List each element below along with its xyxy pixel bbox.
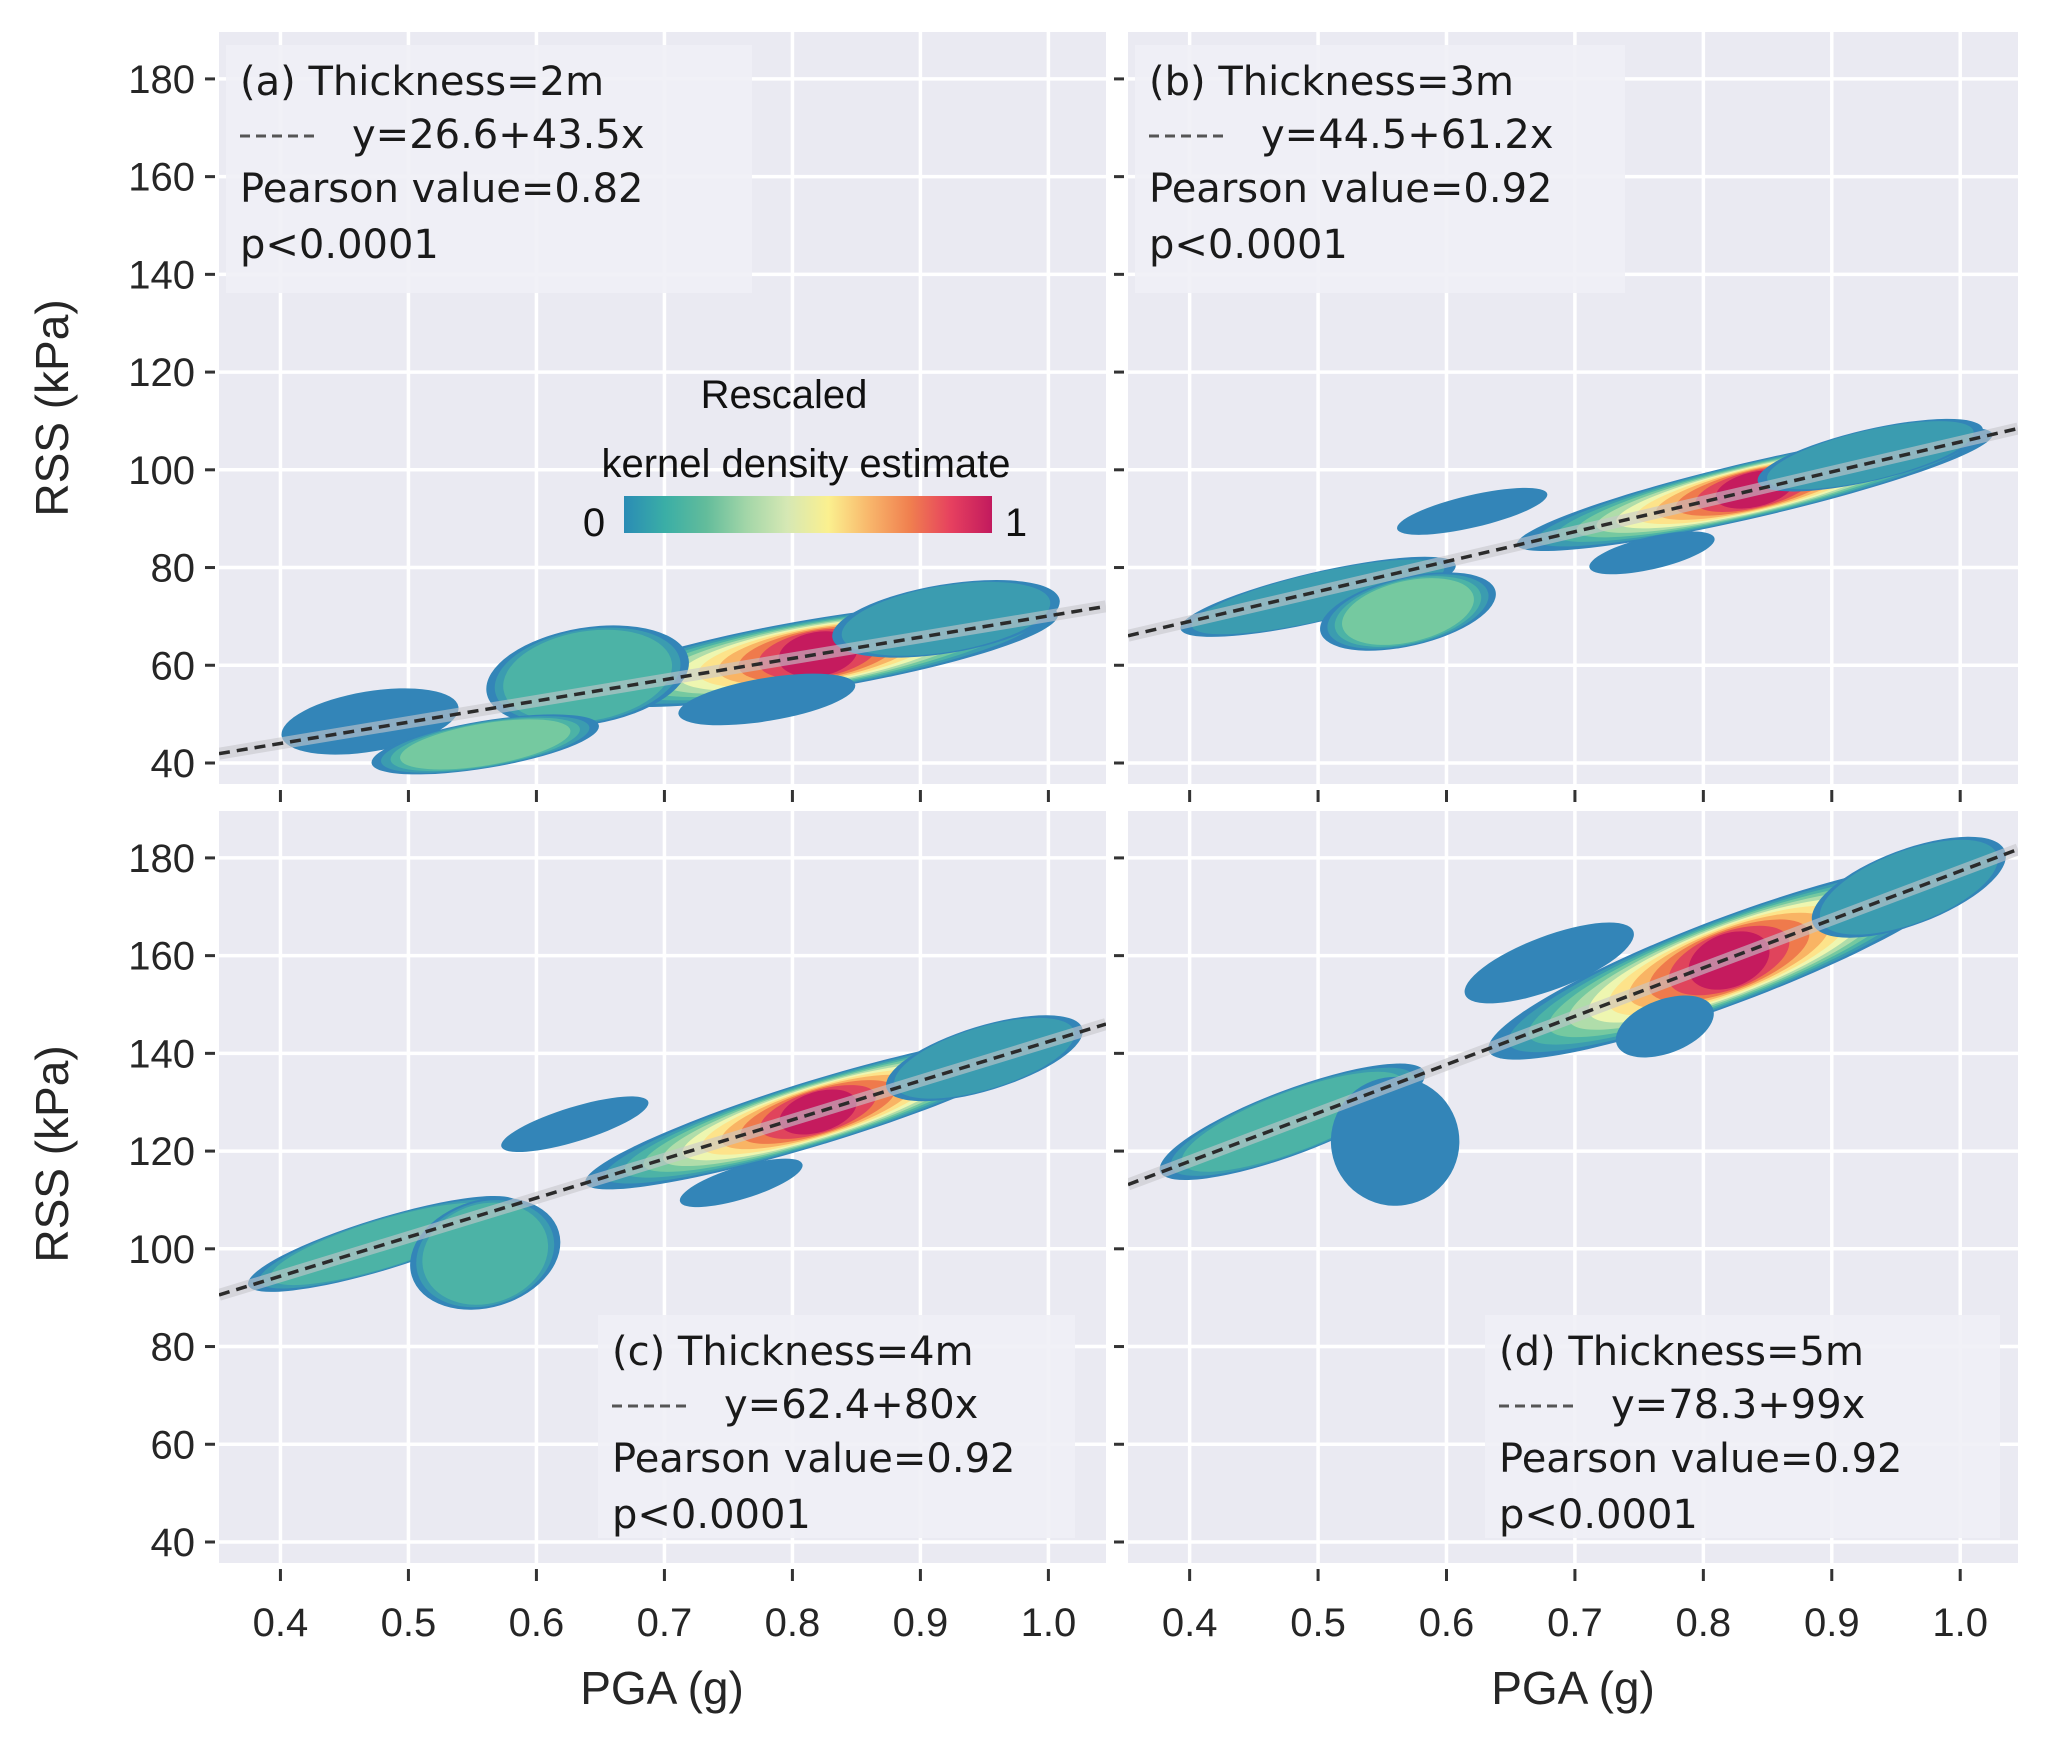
- density-level-0: [679, 1158, 803, 1208]
- density-level-0: [1330, 1076, 1460, 1206]
- density-cluster: [1397, 487, 1548, 535]
- density-contours: [281, 580, 1060, 775]
- annotation-box: [1135, 45, 1625, 293]
- density-level-0: [1397, 487, 1548, 535]
- pearson-value: Pearson value=0.92: [1499, 1436, 1902, 1482]
- density-cluster: [1615, 995, 1714, 1058]
- density-level-0: [1589, 531, 1715, 575]
- density-cluster: [1330, 1076, 1460, 1206]
- regression-equation: y=44.5+61.2x: [1261, 112, 1554, 158]
- x-tick-label: 0.9: [1804, 1601, 1860, 1645]
- y-tick-label: 180: [128, 58, 195, 102]
- panel-title: (d) Thickness=5m: [1499, 1329, 1864, 1375]
- panel-a: (a) Thickness=2m y=26.6+43.5x Pearson valu…: [128, 32, 1106, 802]
- x-tick-label: 0.7: [1547, 1601, 1603, 1645]
- pearson-value: Pearson value=0.92: [1149, 166, 1552, 212]
- x-tick-label: 0.5: [381, 1601, 437, 1645]
- y-tick-label: 60: [151, 644, 196, 688]
- density-level-0: [1464, 922, 1634, 1004]
- density-cluster: [678, 673, 856, 726]
- pearson-value: Pearson value=0.92: [612, 1436, 1015, 1482]
- colorbar-title-line1: Rescaled: [701, 373, 868, 417]
- annotation-box: [1485, 1315, 2000, 1538]
- x-tick-label: 0.8: [765, 1601, 821, 1645]
- y-axis-label-bottom: RSS (kPa): [26, 1045, 78, 1262]
- regression-line: [1128, 847, 2018, 1187]
- colorbar-title-line2: kernel density estimate: [601, 442, 1010, 486]
- density-cluster: [679, 1158, 803, 1208]
- panel-title: (c) Thickness=4m: [612, 1329, 974, 1375]
- y-tick-label: 60: [151, 1423, 196, 1467]
- p-value: p<0.0001: [612, 1492, 811, 1538]
- y-tick-label: 100: [128, 449, 195, 493]
- y-tick-label: 100: [128, 1228, 195, 1272]
- y-tick-label: 80: [151, 1326, 196, 1370]
- x-axis-label-right: PGA (g): [1491, 1662, 1655, 1714]
- regression-equation: y=78.3+99x: [1611, 1382, 1865, 1428]
- colorbar-legend: Rescaled kernel density estimate 0 1: [583, 373, 1027, 545]
- x-tick-label: 0.8: [1676, 1601, 1732, 1645]
- x-tick-label: 0.6: [509, 1601, 565, 1645]
- regression-line: [219, 604, 1106, 756]
- p-value: p<0.0001: [1149, 222, 1348, 268]
- density-cluster: [1464, 922, 1634, 1004]
- regression-equation: y=62.4+80x: [724, 1382, 978, 1428]
- x-tick-label: 0.7: [637, 1601, 693, 1645]
- annotation-box: [226, 45, 752, 293]
- density-level-3: [1342, 578, 1474, 645]
- x-axis-label-left: PGA (g): [580, 1662, 744, 1714]
- x-tick-label: 1.0: [1021, 1601, 1077, 1645]
- y-tick-label: 120: [128, 351, 195, 395]
- density-level-0: [1615, 995, 1714, 1058]
- density-level-0: [678, 673, 856, 726]
- x-tick-label: 0.9: [893, 1601, 949, 1645]
- x-tick-label: 0.4: [1162, 1601, 1218, 1645]
- panel-d: (d) Thickness=5m y=78.3+99x Pearson value=…: [1114, 811, 2018, 1645]
- annotation-box: [598, 1315, 1075, 1538]
- colorbar-gradient: [624, 496, 992, 533]
- x-tick-label: 0.6: [1419, 1601, 1475, 1645]
- y-axis-label-top: RSS (kPa): [26, 299, 78, 516]
- y-tick-label: 160: [128, 935, 195, 979]
- x-tick-label: 0.5: [1290, 1601, 1346, 1645]
- x-tick-label: 0.4: [253, 1601, 309, 1645]
- pearson-value: Pearson value=0.82: [240, 166, 643, 212]
- p-value: p<0.0001: [1499, 1492, 1698, 1538]
- y-tick-label: 160: [128, 156, 195, 200]
- density-cluster: [1589, 531, 1715, 575]
- regression-line: [219, 1022, 1106, 1297]
- density-level-3: [400, 719, 571, 770]
- density-cluster: [1320, 572, 1496, 651]
- panel-title: (a) Thickness=2m: [240, 59, 604, 105]
- panel-b: (b) Thickness=3m y=44.5+61.2x Pearson valu…: [1114, 32, 2018, 802]
- y-tick-label: 180: [128, 837, 195, 881]
- density-cluster: [371, 714, 599, 775]
- y-tick-label: 80: [151, 547, 196, 591]
- colorbar-min-label: 0: [583, 501, 605, 545]
- y-tick-label: 140: [128, 1032, 195, 1076]
- colorbar-max-label: 1: [1005, 501, 1027, 545]
- density-level-0: [501, 1096, 649, 1153]
- y-tick-label: 40: [151, 742, 196, 786]
- x-tick-label: 1.0: [1932, 1601, 1988, 1645]
- panel-c: (c) Thickness=4m y=62.4+80x Pearson value=…: [128, 811, 1106, 1645]
- density-cluster: [501, 1096, 649, 1153]
- y-tick-label: 120: [128, 1130, 195, 1174]
- y-tick-label: 140: [128, 253, 195, 297]
- regression-line: [1128, 426, 2018, 638]
- p-value: p<0.0001: [240, 222, 439, 268]
- regression-equation: y=26.6+43.5x: [352, 112, 645, 158]
- y-tick-label: 40: [151, 1521, 196, 1565]
- panel-title: (b) Thickness=3m: [1149, 59, 1514, 105]
